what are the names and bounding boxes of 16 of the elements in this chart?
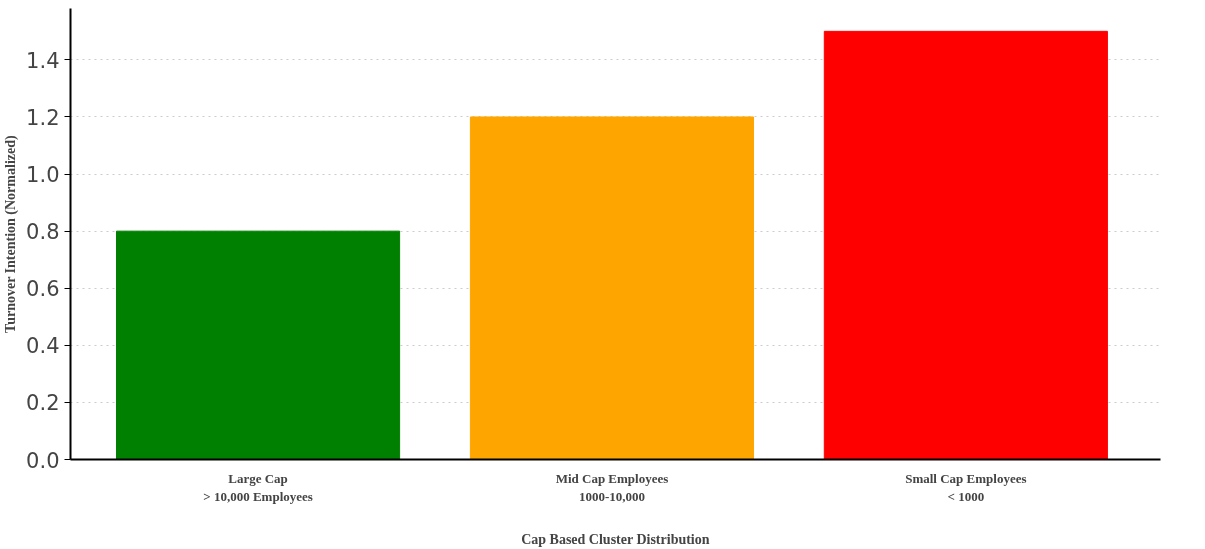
bar <box>469 116 755 460</box>
x-tick-label: Large Cap > 10,000 Employees <box>203 470 313 504</box>
y-tick-label: 1.2 <box>26 105 60 130</box>
y-tick-label: 0.8 <box>26 220 60 245</box>
x-axis-title: Cap Based Cluster Distribution <box>521 531 710 547</box>
y-tick-label: 1.4 <box>26 48 60 73</box>
y-tick-label: 0.6 <box>26 277 60 302</box>
bar <box>823 30 1108 460</box>
x-tick-label: Small Cap Employees < 1000 <box>905 470 1027 504</box>
bar <box>116 230 401 460</box>
y-axis-title: Turnover Intention (Normalized) <box>3 135 20 333</box>
x-tick-label: Mid Cap Employees 1000-10,000 <box>555 470 669 504</box>
y-tick-label: 0.0 <box>26 448 60 473</box>
y-tick-label: 0.2 <box>26 391 60 416</box>
y-tick-label: 0.4 <box>26 334 60 359</box>
y-tick-label: 1.0 <box>26 163 60 188</box>
